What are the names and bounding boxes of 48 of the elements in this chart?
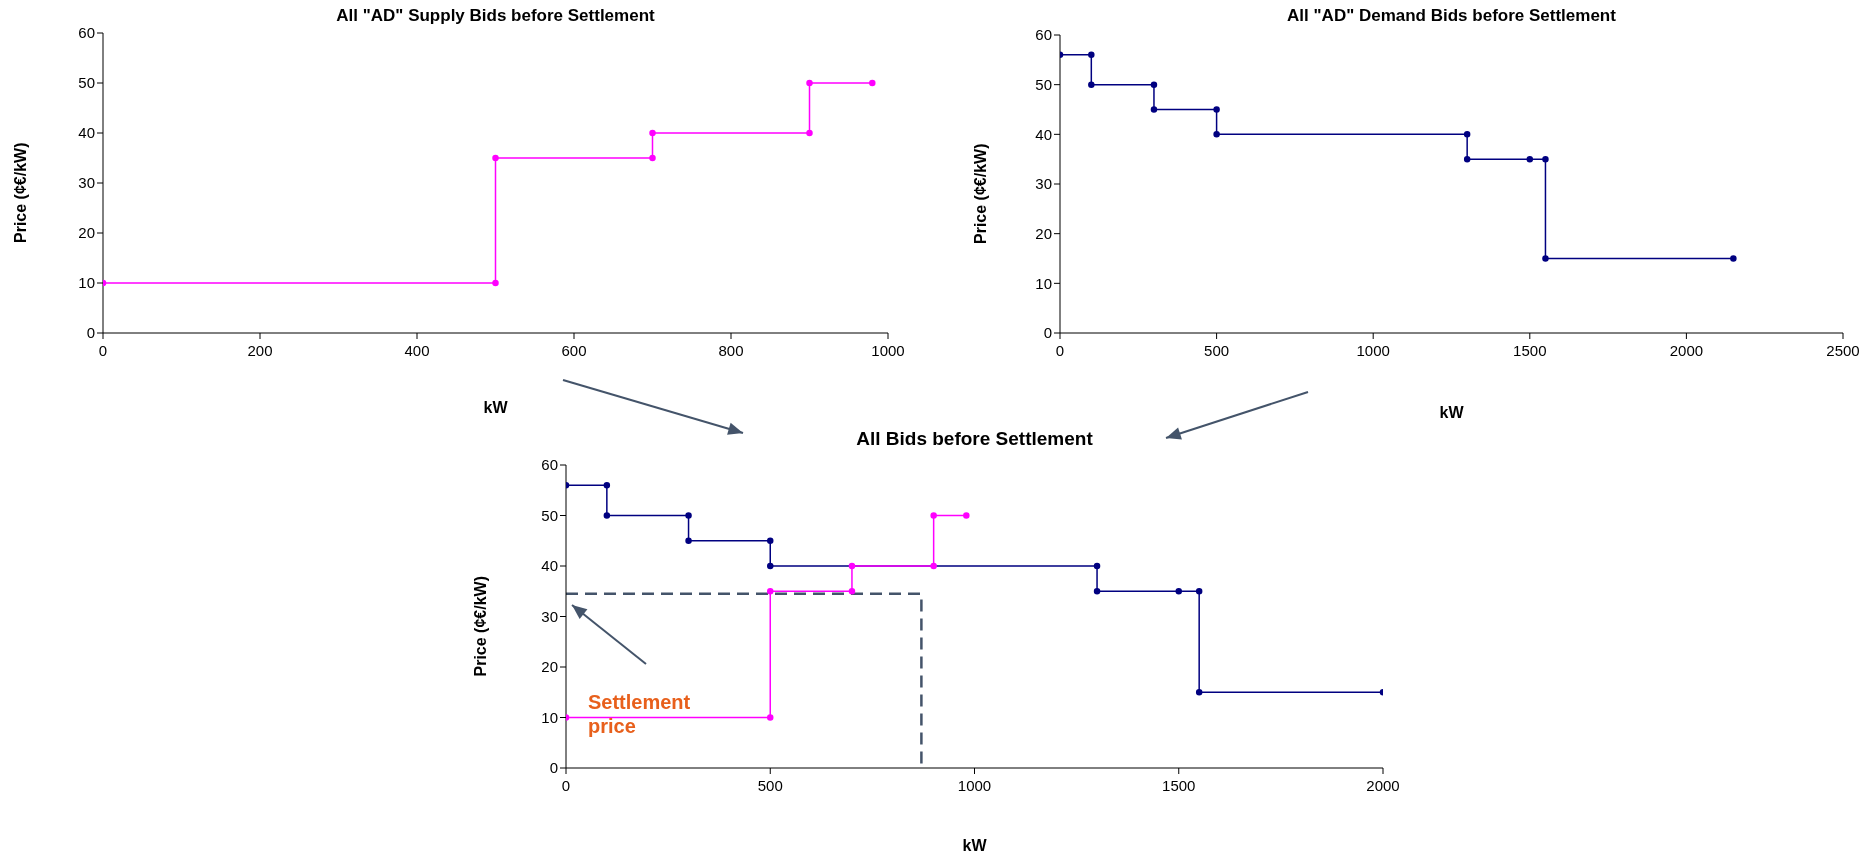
y-tick-label: 60 [1035, 26, 1052, 44]
x-axis-title: kW [962, 837, 988, 851]
y-tick-label: 0 [549, 759, 558, 777]
y-tick-label: 30 [78, 174, 95, 192]
x-tick-label: 2500 [1826, 341, 1860, 359]
x-tick-label: 1500 [1162, 776, 1196, 794]
annotation: Settlement price [588, 690, 692, 738]
y-tick-label: 60 [78, 24, 95, 42]
x-tick-label: 400 [404, 341, 430, 359]
x-tick-label: 200 [247, 341, 273, 359]
y-axis-title: Price (¢€/kW) [11, 142, 29, 243]
x-axis-title: kW [1439, 404, 1465, 421]
x-tick-label: 600 [561, 341, 587, 359]
x-tick-label: 2000 [1366, 776, 1400, 794]
y-tick-label: 10 [541, 708, 558, 726]
x-tick-label: 1000 [957, 776, 992, 794]
chart-title: All Bids before Settlement [855, 428, 1094, 450]
y-tick-label: 20 [1035, 224, 1052, 242]
x-tick-label: 1000 [871, 341, 905, 359]
y-tick-label: 10 [1035, 274, 1052, 292]
y-tick-label: 50 [541, 506, 558, 524]
y-tick-label: 20 [78, 224, 95, 242]
y-tick-label: 30 [1035, 175, 1052, 193]
x-tick-label: 1000 [1356, 341, 1390, 359]
y-tick-label: 10 [78, 274, 95, 292]
y-tick-label: 0 [86, 324, 95, 342]
x-tick-label: 0 [561, 776, 571, 794]
y-axis-title: Price (¢€/kW) [471, 576, 489, 677]
chart-title: All "AD" Demand Bids before Settlement [1286, 6, 1617, 26]
y-tick-label: 50 [1035, 75, 1052, 93]
x-tick-label: 800 [718, 341, 744, 359]
y-tick-label: 30 [541, 607, 558, 625]
x-tick-label: 2000 [1669, 341, 1704, 359]
y-tick-label: 0 [1043, 324, 1052, 342]
y-tick-label: 50 [78, 74, 95, 92]
x-tick-label: 0 [98, 341, 108, 359]
y-tick-label: 40 [78, 124, 95, 142]
y-tick-label: 40 [1035, 125, 1052, 143]
y-axis-title: Price (¢€/kW) [971, 143, 989, 244]
x-tick-label: 0 [1055, 341, 1065, 359]
y-tick-label: 20 [541, 658, 558, 676]
x-tick-label: 500 [1204, 341, 1230, 359]
y-tick-label: 40 [541, 557, 558, 575]
x-tick-label: 500 [757, 776, 783, 794]
x-tick-label: 1500 [1513, 341, 1547, 359]
chart-title: All "AD" Supply Bids before Settlement [335, 6, 656, 26]
x-axis-title: kW [483, 399, 509, 416]
y-tick-label: 60 [541, 456, 558, 474]
